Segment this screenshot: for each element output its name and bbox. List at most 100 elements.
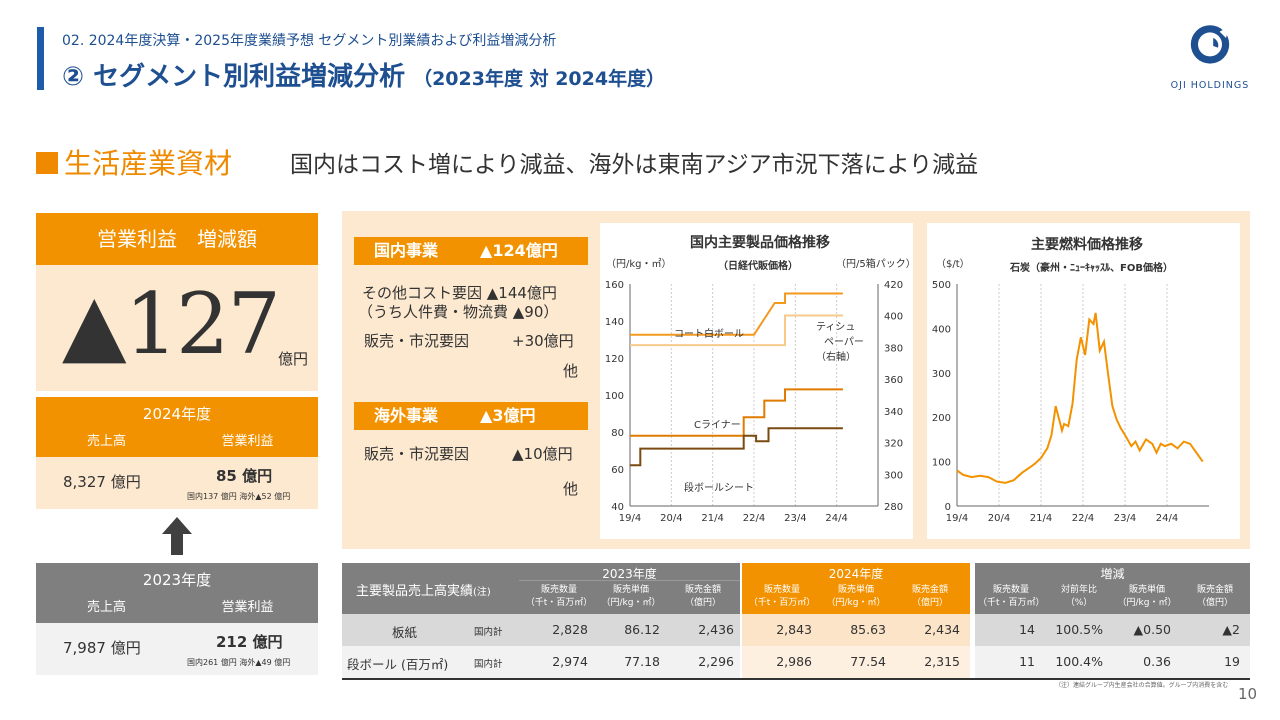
chart1-label-cliner: Cライナー	[694, 420, 741, 431]
chart1-plot: 19/4 20/4 21/4 22/4 23/4 24/4 40 60 80 100 120 140 1…	[605, 280, 903, 524]
chart1-y2-tick: 280	[884, 502, 903, 513]
chart1-y-tick: 60	[611, 465, 624, 476]
chart2-title: 主要燃料価格推移	[1031, 237, 1143, 253]
chart2-y-tick: 300	[932, 369, 951, 380]
row2-p23: 77.18	[624, 654, 660, 669]
table-bottom-rule	[342, 678, 1250, 680]
chart1-right-unit: （円/5箱パック）	[836, 259, 916, 270]
subheader-qty-diff: 販売数量	[992, 585, 1029, 595]
chart2-x-tick: 22/4	[1072, 513, 1094, 524]
chart1-y2-tick: 420	[884, 280, 903, 291]
chart2-x-tick: 20/4	[988, 513, 1010, 524]
chart2-y-tick: 400	[932, 324, 951, 335]
row1-sub: 国内計	[474, 627, 503, 638]
domestic-tag: 国内事業 ▲124億円	[354, 237, 588, 265]
fy2023-col-sales: 売上高	[86, 600, 126, 615]
chart2-y-tick: 100	[932, 458, 951, 469]
table-header-diff	[975, 563, 1250, 614]
chart1-series-line	[630, 427, 843, 467]
table-col-2023: 2023年度	[602, 567, 657, 581]
subheader-price-23: 販売単価	[612, 585, 649, 595]
chart1-y-tick: 100	[605, 391, 624, 402]
row2-q23: 2,974	[552, 654, 588, 669]
chart1-y-tick: 120	[605, 354, 624, 365]
fy2023-values: 7,987 億円 212 億円 国内261 億円 海外▲49 億円	[36, 623, 318, 675]
subheader-price-24: 販売単価	[837, 585, 874, 595]
subheader-price-unit-23: （円/kg・㎡）	[601, 598, 661, 608]
row1-s24: 2,434	[924, 622, 960, 637]
chart1-label-danboard: 段ボールシート	[684, 483, 754, 494]
fy2024-col-profit: 営業利益	[221, 434, 274, 449]
domestic-line2: （うち人件費・物流費 ▲90）	[358, 303, 559, 321]
chart1-y2-tick: 400	[884, 312, 903, 323]
subheader-qty-23: 販売数量	[540, 585, 577, 595]
fy2024-values: 8,327 億円 85 億円 国内137 億円 海外▲52 億円	[36, 457, 318, 509]
page-number: 10	[1238, 685, 1258, 703]
fy2024-col-sales: 売上高	[86, 434, 126, 449]
logo-text: OJI HOLDINGS	[1170, 80, 1250, 91]
subheader-qty-unit-23: （千t・百万㎡）	[525, 598, 593, 608]
section-name: 生活産業資材	[64, 147, 233, 180]
fy2023-label: 2023年度	[142, 571, 212, 589]
chart1-label-tissue3: （右軸）	[816, 352, 856, 363]
chart1-title: 国内主要製品価格推移	[690, 235, 830, 251]
row2-name: 段ボール (百万㎡)	[347, 657, 449, 672]
table-subheader: 販売単価 （円/kg・㎡）	[820, 584, 892, 610]
page-title: ② セグメント別利益増減分析 （2023年度 対 2024年度）	[62, 56, 665, 93]
chart1-left-unit: （円/kg・㎡）	[606, 259, 672, 270]
fy2023-header: 2023年度 売上高 営業利益	[36, 563, 318, 623]
table-subheader: 販売単価 （円/kg・㎡）	[596, 584, 666, 610]
fy2023-col-profit: 営業利益	[221, 600, 274, 615]
chart1-y-tick: 80	[611, 428, 624, 439]
table-header-2023	[519, 563, 740, 581]
chart1-y2-tick: 320	[884, 439, 903, 450]
chart1-x-tick: 22/4	[743, 513, 765, 524]
header-subtitle: 02. 2024年度決算・2025年度業績予想 セグメント別業績および利益増減分…	[62, 33, 557, 49]
chart2-y-tick: 500	[932, 280, 951, 291]
overseas-tag-value: ▲3億円	[480, 406, 536, 425]
domestic-line3-label: 販売・市況要因	[364, 332, 470, 350]
table-subheader: 対前年比 （%）	[1046, 584, 1112, 610]
arrow-up-icon	[162, 517, 192, 555]
domestic-tag-value: ▲124億円	[480, 241, 558, 260]
table-title: 主要製品売上高実績(注)	[356, 580, 491, 599]
chart2-series-line	[956, 312, 1204, 484]
row1-s23: 2,436	[698, 622, 734, 637]
fy2023-profit: 212 億円	[216, 633, 283, 651]
chart1-y-tick: 140	[605, 317, 624, 328]
chart2-x-tick: 19/4	[946, 513, 968, 524]
chart2-y-tick: 0	[945, 502, 951, 513]
table-subheader: 販売金額 （億円）	[668, 584, 738, 610]
chart1-x-tick: 20/4	[660, 513, 682, 524]
table-row-2024	[742, 646, 970, 678]
subheader-price-diff: 販売単価	[1128, 585, 1165, 595]
domestic-tag-label: 国内事業	[374, 241, 439, 260]
chart1-y2-tick: 300	[884, 470, 903, 481]
row2-s23: 2,296	[698, 654, 734, 669]
subheader-ratio-unit-diff: （%）	[1065, 598, 1093, 608]
chart2-unit: （$/t）	[936, 259, 970, 270]
row2-ds: 19	[1224, 654, 1240, 669]
subheader-qty-24: 販売数量	[763, 585, 800, 595]
row1-name: 板紙	[392, 625, 418, 640]
subheader-price-unit-24: （円/kg・㎡）	[826, 598, 886, 608]
table-note: （注）連結グループ内生産会社の合算値。グループ内消費を含む	[1055, 682, 1229, 689]
subheader-sales-unit-23: （億円）	[684, 598, 721, 608]
page-title-text: ② セグメント別利益増減分析	[62, 62, 406, 92]
oji-logo-icon	[1190, 25, 1230, 64]
row1-p23: 86.12	[624, 622, 660, 637]
overseas-tag: 海外事業 ▲3億円	[354, 402, 588, 430]
kpi-unit: 億円	[278, 350, 309, 368]
fy2024-split: 国内137 億円 海外▲52 億円	[187, 492, 291, 501]
table-row-2024	[742, 614, 970, 646]
chart1-x-tick: 24/4	[825, 513, 847, 524]
subheader-ratio-diff: 対前年比	[1060, 585, 1097, 595]
chart2-x-tick: 24/4	[1156, 513, 1178, 524]
table-row	[342, 646, 740, 678]
table-header-2024	[742, 563, 970, 614]
chart1-subtitle: （日経代販価格）	[718, 261, 798, 272]
chart2-y-tick: 200	[932, 413, 951, 424]
table-subheader: 販売数量 （千t・百万㎡）	[746, 584, 818, 610]
fy2024-profit: 85 億円	[216, 467, 273, 485]
table-subheader: 販売金額 （億円）	[894, 584, 966, 610]
